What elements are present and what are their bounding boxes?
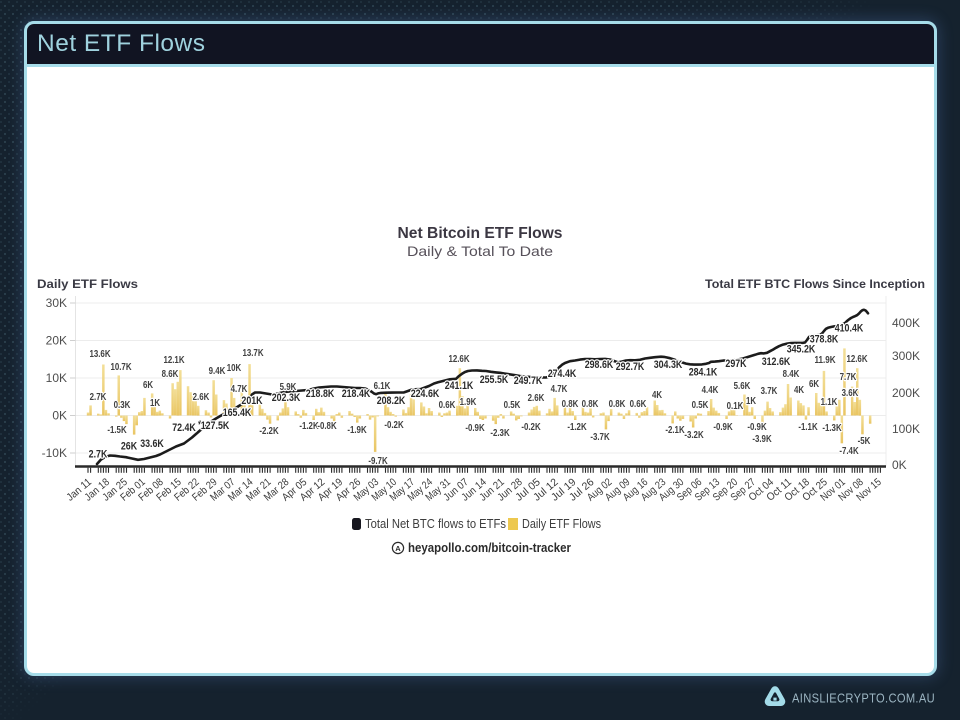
svg-text:AINSLIECRYPTO.COM.AU: AINSLIECRYPTO.COM.AU: [792, 691, 935, 706]
